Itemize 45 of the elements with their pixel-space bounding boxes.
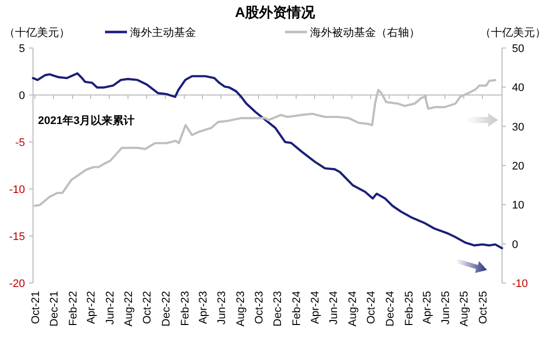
x-tick-label: Feb-22 [68,291,80,326]
x-tick-label: Apr-23 [197,291,210,324]
x-tick-label: Dec-23 [272,291,284,326]
x-tick-label: Feb-24 [291,291,304,326]
x-tick-label: Oct-24 [366,291,378,324]
x-tick-label: Oct-21 [30,291,42,324]
x-tick-label: Apr-25 [421,291,434,324]
x-tick-label: Jun-25 [440,291,452,325]
x-tick-label: Aug-22 [122,291,135,326]
y2-tick-label: 10 [512,200,524,212]
x-tick-label: Apr-24 [310,291,322,324]
x-tick-label: Aug-25 [458,291,471,326]
x-tick-label: Aug-23 [234,291,247,326]
y2-tick-label: 50 [512,43,524,55]
legend-label: 海外主动基金 [130,26,196,39]
x-tick-label: Oct-22 [142,291,154,324]
y2-tick-label: -10 [512,278,528,290]
y2-axis-title: （十亿美元） [480,26,546,39]
y2-tick-label: 40 [512,82,524,94]
legend-label: 海外被动基金（右轴） [310,26,420,39]
y2-tick-label: 0 [512,238,518,251]
x-tick-label: Jun-23 [216,291,228,325]
y-tick-label: -10 [9,184,25,196]
y-tick-label: -15 [9,231,25,243]
x-tick-label: Oct-25 [477,291,490,324]
x-tick-label: Feb-25 [403,291,416,326]
y2-tick-label: 20 [512,160,524,172]
x-tick-label: Dec-22 [160,291,172,326]
x-tick-label: Jun-24 [328,291,340,325]
x-tick-label: Apr-22 [86,291,98,324]
y-tick-label: 0 [18,90,25,102]
y-tick-label: 5 [18,43,25,55]
x-tick-label: Dec-24 [384,291,396,326]
y2-tick-label: 30 [512,121,524,134]
y-tick-label: -20 [9,278,25,290]
x-tick-label: Jun-22 [104,291,116,325]
line-series [32,72,504,250]
x-tick-label: Aug-24 [346,291,359,326]
x-tick-label: Oct-23 [253,291,266,324]
chart-title: A股外资情况 [234,4,316,20]
x-tick-label: Dec-21 [48,291,61,326]
x-tick-label: Feb-23 [179,291,192,326]
y-axis-title: （十亿美元） [4,26,70,39]
annotation: 2021年3月以来累计 [38,114,135,127]
y-tick-label: -5 [15,137,25,149]
